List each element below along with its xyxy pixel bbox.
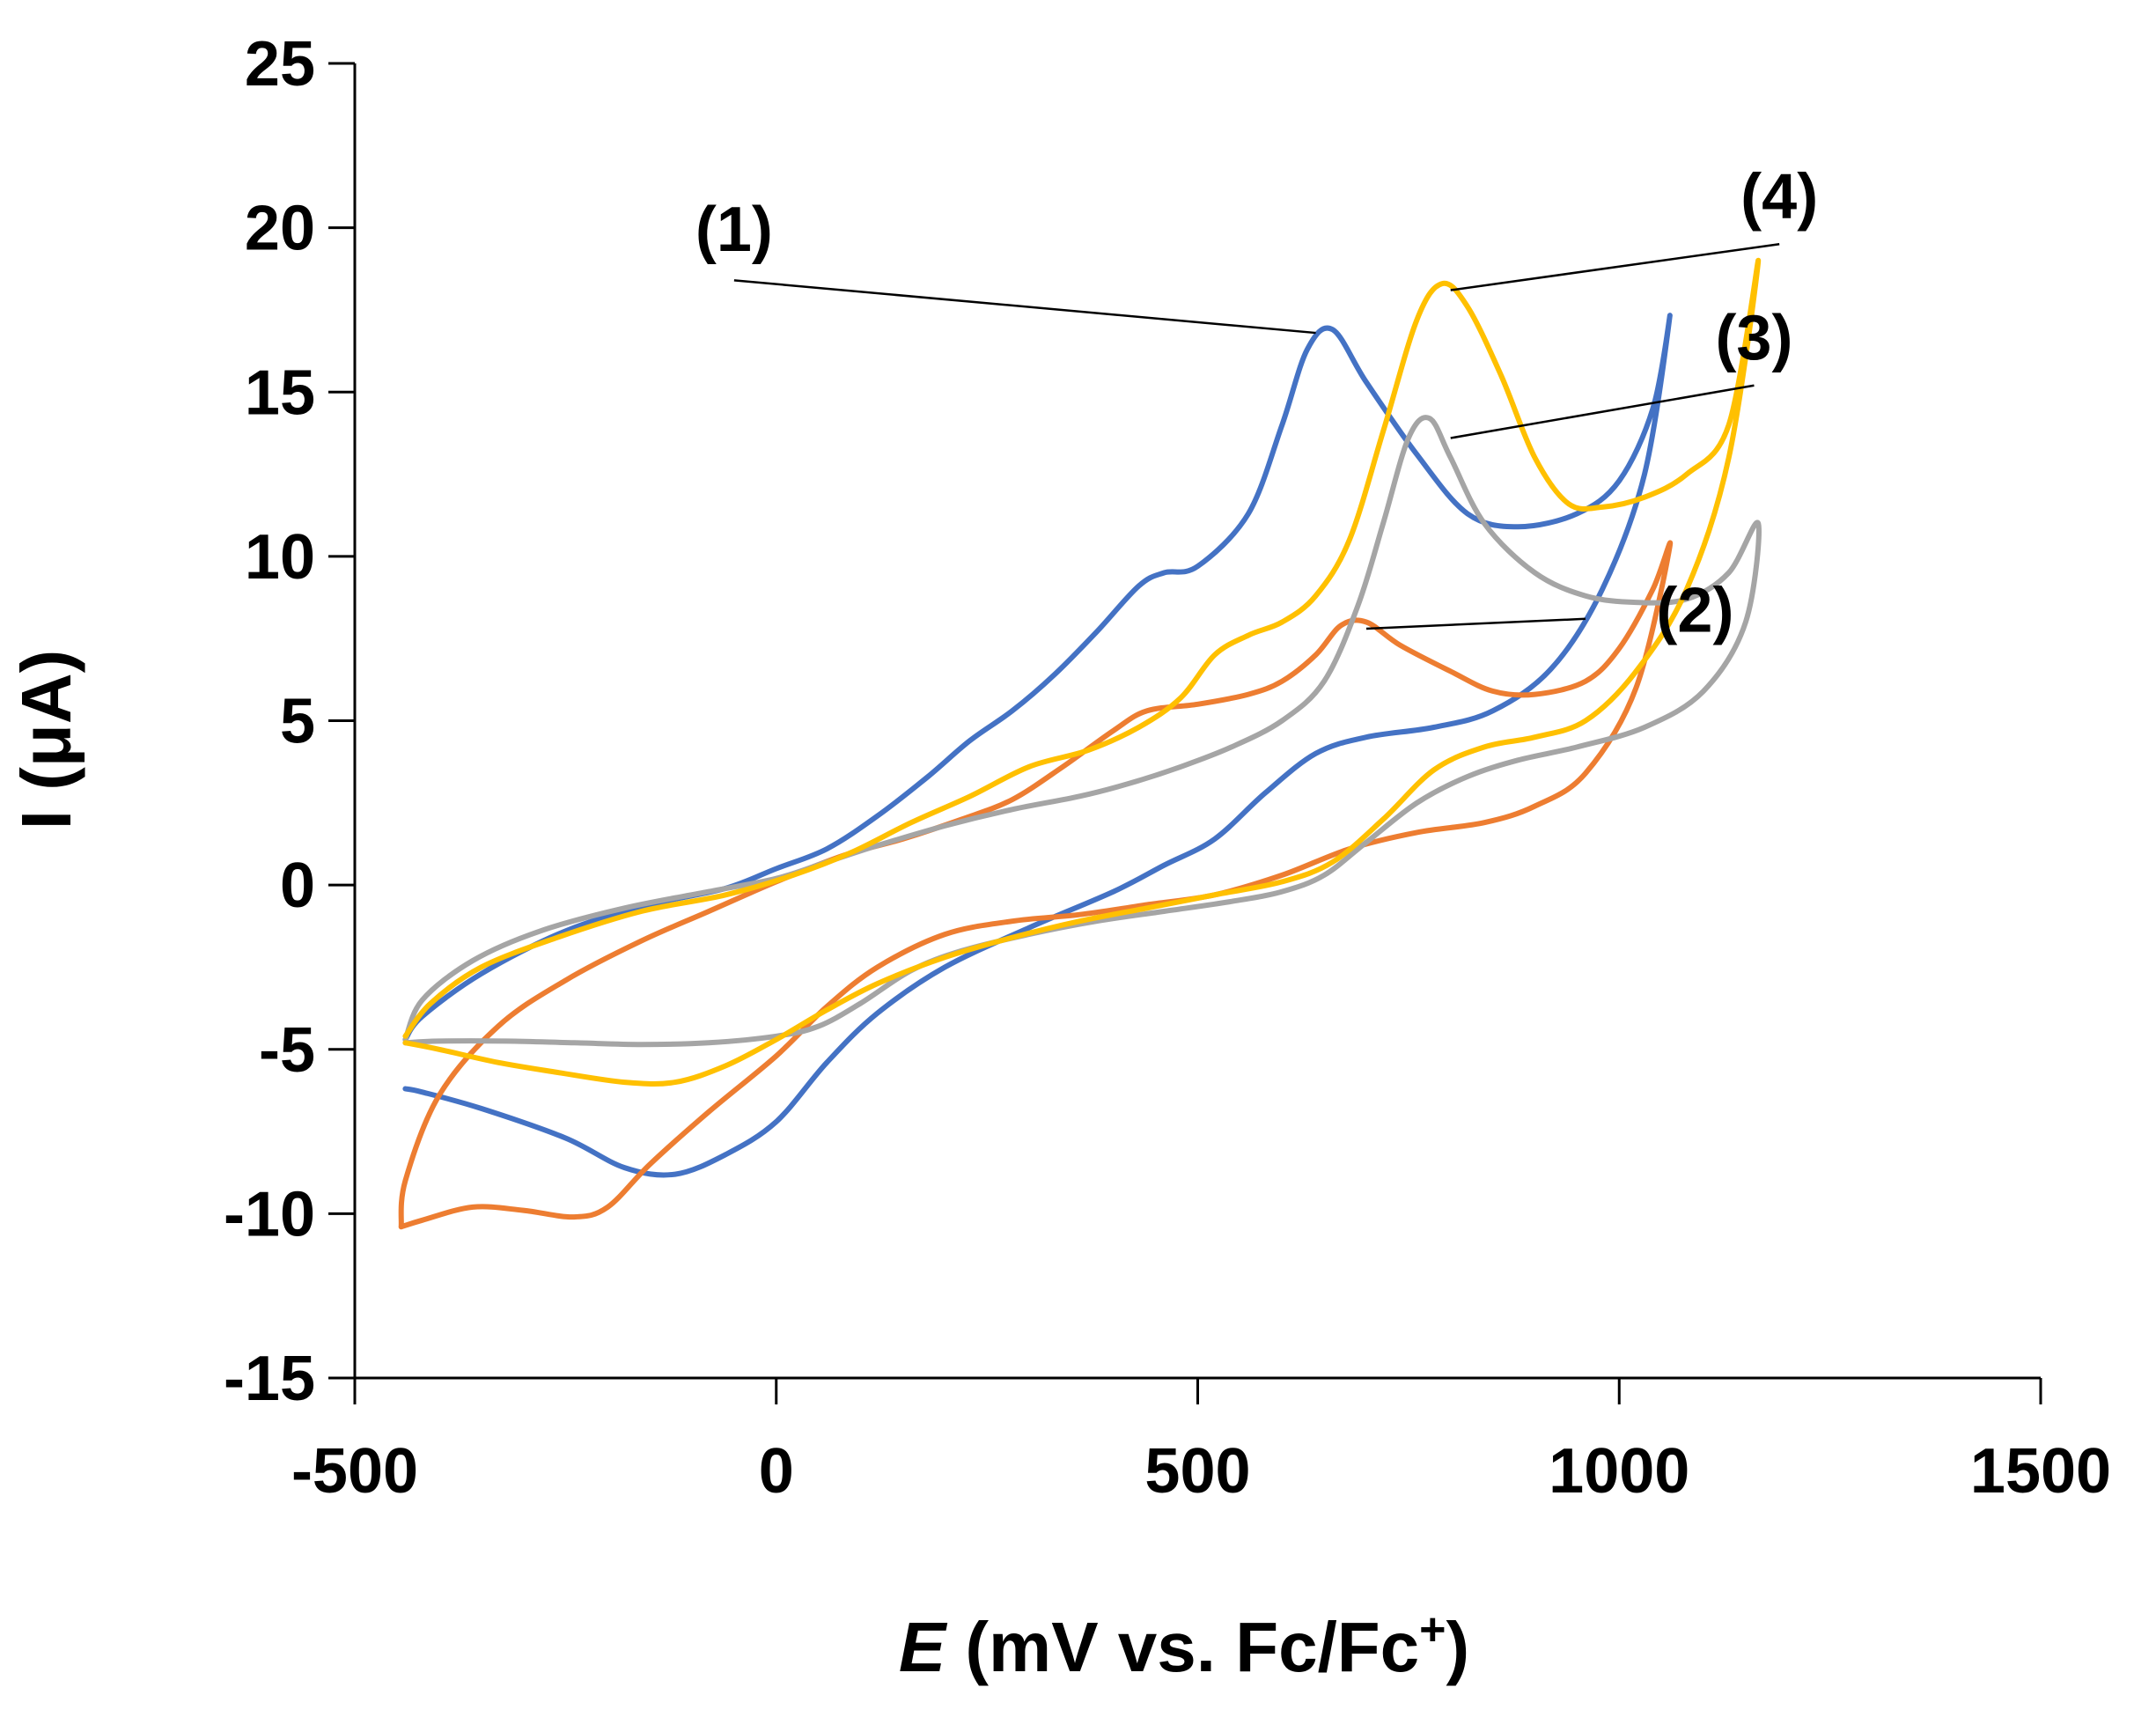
series-line-4	[402, 257, 1762, 1087]
y-tick-label: -5	[259, 1015, 315, 1086]
annotation-label-2: (2)	[1656, 576, 1733, 646]
x-axis-title-variable: E	[899, 1608, 948, 1686]
x-tick-label: 1500	[1970, 1436, 2111, 1507]
x-axis-title-unit: (mV vs. Fc/Fc	[946, 1608, 1419, 1686]
series-group	[398, 257, 1762, 1230]
y-tick-label: -15	[224, 1344, 315, 1414]
y-tick-label: 25	[245, 29, 315, 99]
x-axis-title-superscript: +	[1419, 1604, 1446, 1655]
annotations-group: (1) (2) (3) (4)	[695, 161, 1818, 645]
y-tick-label: -10	[224, 1179, 315, 1249]
series-line-1	[402, 313, 1673, 1178]
x-axis-title-close: )	[1446, 1608, 1470, 1686]
x-tick-label: 500	[1144, 1436, 1250, 1507]
y-tick-label: 10	[245, 522, 315, 593]
annotation-leader-2	[1365, 617, 1586, 630]
y-axis-title: I (μA)	[7, 650, 85, 829]
x-axis-title: E (mV vs. Fc/Fc+)	[899, 1604, 1469, 1686]
x-tick-label: 0	[759, 1436, 794, 1507]
annotation-leader-1	[733, 279, 1316, 335]
annotation-label-1: (1)	[695, 195, 773, 265]
x-tick-label: -500	[291, 1436, 418, 1507]
annotation-leader-4	[1450, 243, 1780, 291]
x-tick-label: 1000	[1549, 1436, 1689, 1507]
annotation-label-3: (3)	[1715, 303, 1792, 373]
axes-group	[328, 62, 2042, 1404]
annotation-leader-3	[1450, 384, 1755, 439]
annotation-label-4: (4)	[1740, 161, 1818, 232]
y-tick-label: 15	[245, 357, 315, 428]
y-tick-label: 20	[245, 194, 315, 264]
y-tick-label: 5	[280, 687, 315, 757]
tick-labels-group: -15 -10 -5 0 5 10 15 20 25 -500 0 500 1000 1500	[224, 29, 2111, 1507]
y-tick-label: 0	[280, 851, 315, 921]
